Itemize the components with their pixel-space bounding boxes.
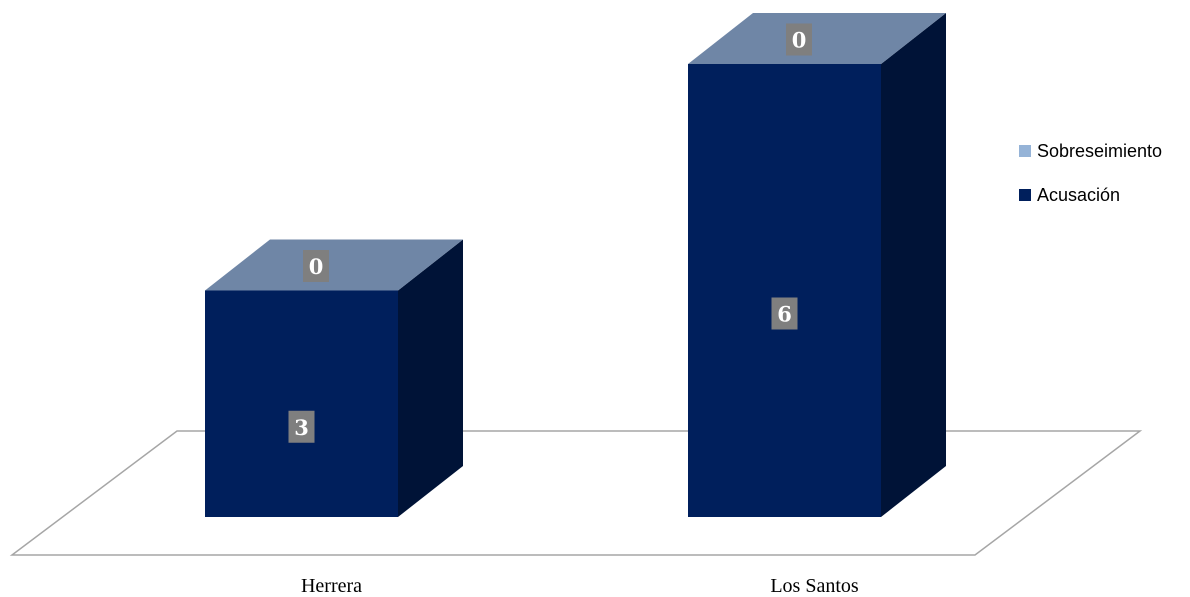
data-label-los-santos-acusacion: 6 [777,302,792,327]
bar-los-santos-acusacion [688,64,881,517]
legend-swatch-sobreseimiento [1019,145,1031,157]
category-label-los-santos: Los Santos [770,575,859,597]
legend-label-sobreseimiento: Sobreseimiento [1037,141,1162,161]
bar-herrera-acusacion [205,291,398,518]
data-label-herrera-acusacion: 3 [294,415,309,440]
data-label-herrera-sobreseimiento: 0 [309,254,324,279]
legend-label-acusacion: Acusación [1037,185,1120,205]
data-label-los-santos-sobreseimiento: 0 [792,28,807,53]
category-labels: Herrera Los Santos [301,575,859,597]
category-label-herrera: Herrera [301,575,362,597]
legend-swatch-acusacion [1019,189,1031,201]
chart-floor [12,431,1140,555]
bar-side-los-santos [881,13,946,517]
legend: Sobreseimiento Acusación [1019,141,1162,205]
